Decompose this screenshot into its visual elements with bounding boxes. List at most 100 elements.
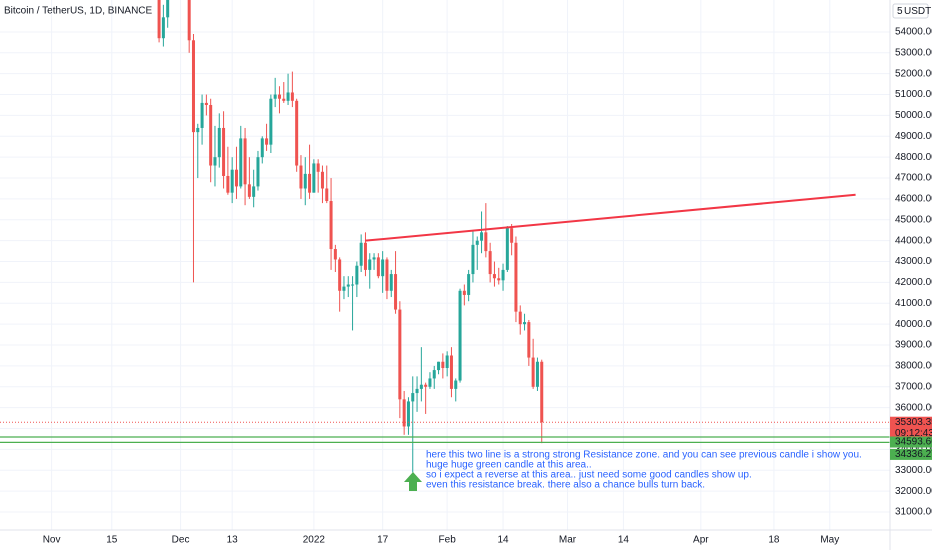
candle-body (458, 290, 462, 381)
annotation-line: here this two line is a strong strong Re… (426, 450, 862, 461)
candle-body (290, 92, 294, 101)
y-tick-label: 31000.00 (895, 507, 932, 518)
candle-body (415, 388, 419, 394)
candle-body (372, 257, 376, 260)
candle-body (273, 94, 277, 99)
scale-button[interactable] (892, 3, 929, 19)
annotation-line: so i expect a reverse at this area.. jus… (426, 470, 752, 481)
candle-body (308, 173, 312, 193)
candle-body (260, 138, 264, 158)
candle-body (527, 322, 531, 358)
candle-body (351, 284, 355, 286)
candle-body (514, 242, 518, 312)
candle-body (424, 384, 428, 387)
price-label-box (890, 436, 932, 448)
candle-body (363, 242, 367, 270)
candle-body (226, 175, 230, 193)
x-tick-label: 15 (106, 535, 118, 546)
candle-body (252, 186, 256, 197)
candle-body (376, 257, 380, 277)
candle-body (187, 0, 191, 41)
candle-body (213, 157, 217, 166)
candle-body (239, 138, 243, 187)
candle-body (492, 274, 496, 279)
candle-body (295, 100, 299, 166)
candle-body (269, 98, 273, 145)
annotation: here this two line is a strong strong Re… (426, 450, 862, 491)
y-tick-label: 50000.00 (895, 110, 932, 121)
candle-body (329, 201, 333, 250)
x-tick-label: Mar (559, 535, 577, 546)
x-tick-label: 14 (497, 535, 509, 546)
candle-body (222, 127, 226, 176)
candle-body (406, 401, 410, 427)
candle-body (402, 399, 406, 427)
candle-body (161, 17, 165, 39)
y-tick-label: 36000.00 (895, 402, 932, 413)
candle-body (247, 184, 251, 197)
candle-body (277, 94, 281, 99)
y-tick-label: 54000.00 (895, 27, 932, 38)
candle-body (217, 127, 221, 158)
candle-body (432, 370, 436, 379)
candle-body (497, 278, 501, 281)
candle-body (471, 244, 475, 275)
candle-body (531, 357, 535, 387)
price-label-box (890, 416, 932, 439)
candle-body (200, 102, 204, 128)
annotation-line: huge huge green candle at this area.. (426, 460, 592, 471)
x-tick-label: 17 (377, 535, 389, 546)
countdown-label: 09:12:43 (895, 428, 932, 439)
x-tick-label: Nov (43, 535, 61, 546)
plot (0, 0, 890, 473)
x-tick-label: Dec (172, 535, 190, 546)
candle-body (368, 259, 372, 270)
candle-body (359, 242, 363, 266)
grid (0, 0, 890, 530)
x-tick-label: May (820, 535, 839, 546)
candle-body (535, 361, 539, 387)
candle-body (518, 311, 522, 325)
y-tick-label: 49000.00 (895, 131, 932, 142)
y-tick-label: 42000.00 (895, 277, 932, 288)
candle-body (303, 173, 307, 189)
y-tick-label: 43000.00 (895, 256, 932, 267)
candle-body (488, 251, 492, 275)
candle-body (411, 393, 415, 402)
candle-body (243, 138, 247, 185)
candle-body (191, 40, 195, 133)
candle-body (342, 286, 346, 291)
candle-body (389, 274, 393, 291)
x-tick-label: 13 (227, 535, 239, 546)
x-tick-label: 2022 (303, 535, 326, 546)
y-tick-label: 46000.00 (895, 194, 932, 205)
candle-body (230, 169, 234, 193)
x-tick-label: Apr (693, 535, 709, 546)
x-tick-label: Feb (439, 535, 457, 546)
candle-body (265, 138, 269, 145)
candle-body (256, 157, 260, 187)
scale-button-label: 5 (897, 6, 903, 17)
candle-body (320, 171, 324, 189)
y-tick-label: 53000.00 (895, 47, 932, 58)
price-label: 34336.27 (895, 449, 932, 460)
currency-label: USDT (904, 6, 931, 17)
y-tick-label: 40000.00 (895, 319, 932, 330)
candle-body (437, 361, 441, 371)
candle-body (428, 378, 432, 387)
candle-body (419, 384, 423, 389)
candle-body (355, 265, 359, 285)
candle-body (449, 355, 453, 389)
candle-body (480, 232, 484, 241)
candle-body (394, 274, 398, 310)
y-tick-label: 51000.00 (895, 89, 932, 100)
candle-body (467, 274, 471, 295)
candle-body (286, 92, 290, 101)
y-tick-label: 32000.00 (895, 486, 932, 497)
price-label: 34593.66 (895, 437, 932, 448)
y-tick-label: 47000.00 (895, 173, 932, 184)
x-tick-label: 14 (618, 535, 630, 546)
y-tick-label: 37000.00 (895, 381, 932, 392)
